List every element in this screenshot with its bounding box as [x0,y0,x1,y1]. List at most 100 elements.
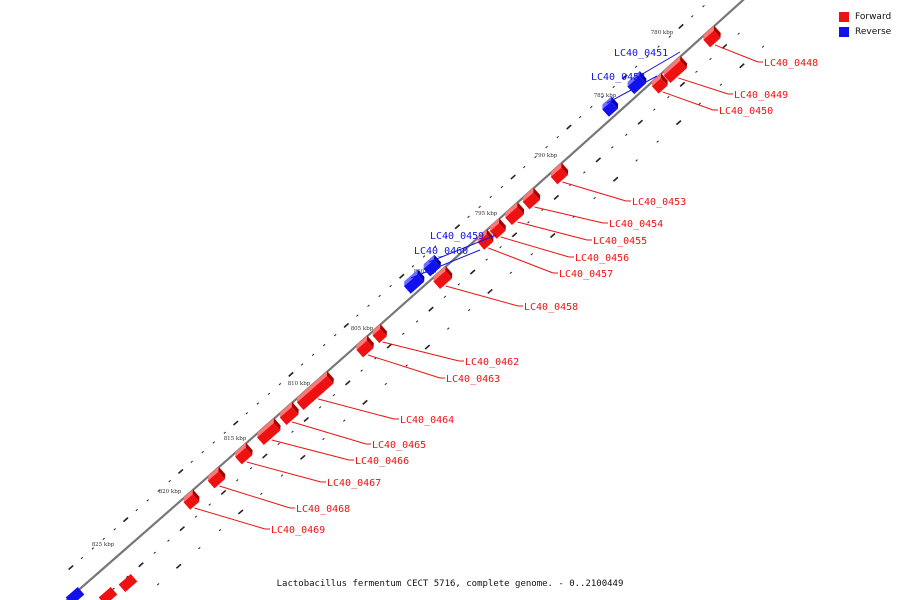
tick-mark [322,437,325,441]
gene-label-lc40_0453[interactable]: LC40_0453 [632,197,686,208]
tick-mark [485,258,488,261]
gene-feature-lc40_0450[interactable] [650,73,671,94]
gene-label-lc40_0468[interactable]: LC40_0468 [296,504,350,515]
tick-mark [378,294,381,298]
tick-mark [622,74,628,80]
label-leader-line [517,221,588,241]
tick-mark [637,119,644,125]
gene-label-lc40_0467[interactable]: LC40_0467 [327,478,381,489]
label-leader-line [606,75,658,104]
tick-mark [454,224,461,230]
tick-mark [634,65,638,68]
tick-mark [384,382,388,386]
gene-feature-lc40_0464[interactable] [295,371,337,410]
tick-mark [469,269,476,275]
tick-mark [411,265,415,268]
tick-mark [447,327,450,330]
legend: Forward Reverse [839,9,891,39]
gene-feature-lc40_0460[interactable] [402,269,427,294]
gene-label-lc40_0465[interactable]: LC40_0465 [372,440,426,451]
tick-mark [112,587,115,590]
gene-feature-lc40_0449[interactable] [661,55,689,84]
tick-mark [212,441,215,444]
gene-label-lc40_0464[interactable]: LC40_0464 [400,415,454,426]
gene-label-lc40_0466[interactable]: LC40_0466 [355,456,409,467]
kbp-label: 815 kbp [224,436,247,442]
gene-feature-lc40_0448[interactable] [701,25,723,48]
label-leader-line [367,354,441,379]
gene-label-lc40_0448[interactable]: LC40_0448 [764,58,818,69]
gene-feature-lc40_0465[interactable] [278,402,302,426]
tick-mark [80,556,84,560]
gene-feature-lc40_0462[interactable] [370,323,389,344]
gene-feature-lc40_0467[interactable] [233,442,255,465]
tick-mark [578,115,582,119]
gene-feature-lc40_0455[interactable] [503,201,527,226]
tick-mark [612,176,619,182]
tick-mark [737,32,740,35]
tick-mark [611,146,614,149]
tick-mark [122,517,129,523]
gene-label-lc40_0463[interactable]: LC40_0463 [446,374,500,385]
gene-label-lc40_0469[interactable]: LC40_0469 [271,525,325,536]
tick-mark [698,102,701,105]
label-leader-line [428,234,497,263]
gene-feature-lc40_0453[interactable] [548,162,570,185]
tick-mark [443,295,447,298]
gene-feature-lc40_0468[interactable] [206,466,228,489]
gene-label-lc40_0458[interactable]: LC40_0458 [524,302,578,313]
gene-label-lc40_0455[interactable]: LC40_0455 [593,236,647,247]
tick-mark [549,232,556,239]
tick-mark [332,393,336,397]
gene-feature-lc40_0459[interactable] [421,254,443,277]
tick-mark [415,320,419,323]
tick-mark [218,528,222,532]
gene-label-lc40_0459[interactable]: LC40_0459 [430,231,484,242]
tick-mark [168,479,171,483]
gene-feature-lc40_0456[interactable] [488,218,509,239]
tick-mark [668,35,672,38]
tick-mark [311,353,315,356]
gene-feature-lc40_0463[interactable] [354,335,376,358]
gene-feature-lc40_0469[interactable] [181,489,202,510]
label-leader-line [194,507,266,530]
tick-mark [194,515,198,518]
tick-mark [362,399,368,405]
gene-label-lc40_0452[interactable]: LC40_0452 [591,72,645,83]
tick-mark [344,380,351,386]
gene-label-lc40_0454[interactable]: LC40_0454 [609,219,663,230]
tick-mark [500,185,504,189]
kbp-label: 795 kbp [475,211,498,217]
gene-label-lc40_0451[interactable]: LC40_0451 [614,48,668,59]
tick-mark [625,133,628,136]
tick-mark [405,364,408,367]
gene-feature-lc40_0458[interactable] [431,265,455,290]
tick-mark [334,334,337,337]
label-leader-line [562,181,627,202]
tick-mark [646,55,649,58]
tick-mark [612,85,615,89]
tick-mark [445,235,448,238]
tick-mark [679,81,686,87]
tick-mark [201,450,204,454]
tick-mark [288,371,294,377]
tick-mark [467,308,471,312]
tick-mark [401,332,405,335]
tick-mark [249,467,253,470]
gene-label-lc40_0449[interactable]: LC40_0449 [734,90,788,101]
gene-label-lc40_0457[interactable]: LC40_0457 [559,269,613,280]
legend-label-forward: Forward [855,11,892,22]
gene-feature-lc40_0454[interactable] [520,187,542,210]
tick-mark [322,343,326,347]
gene-label-lc40_0462[interactable]: LC40_0462 [465,357,519,368]
gene-label-lc40_0450[interactable]: LC40_0450 [719,106,773,117]
gene-feature-lc40_0466[interactable] [255,418,283,446]
tick-mark [595,157,602,163]
tick-mark [343,322,350,329]
gene-label-lc40_0456[interactable]: LC40_0456 [575,253,629,264]
tick-mark [179,526,185,532]
label-leader-line [534,206,604,224]
label-leader-line [714,44,759,63]
gene-label-lc40_0460[interactable]: LC40_0460 [414,246,468,257]
